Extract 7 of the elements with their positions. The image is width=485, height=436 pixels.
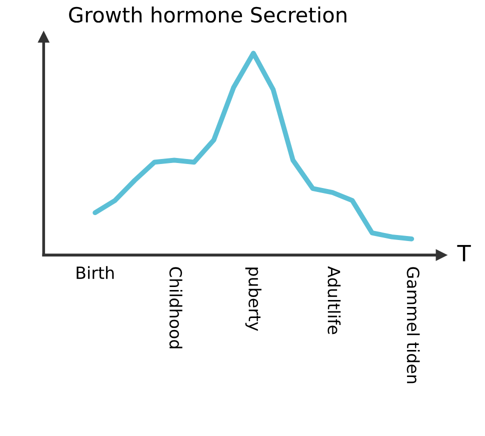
x-tick-label: puberty bbox=[245, 268, 262, 331]
x-tick-label: Birth bbox=[76, 266, 114, 279]
x-axis-title: T bbox=[457, 244, 471, 262]
x-tick-label: Gammel tiden bbox=[406, 267, 420, 384]
y-axis-title: Growth hormone Secretion bbox=[69, 6, 346, 23]
x-tick-label: Adultlife bbox=[328, 266, 341, 334]
x-tick-label: Childhood bbox=[169, 267, 182, 348]
